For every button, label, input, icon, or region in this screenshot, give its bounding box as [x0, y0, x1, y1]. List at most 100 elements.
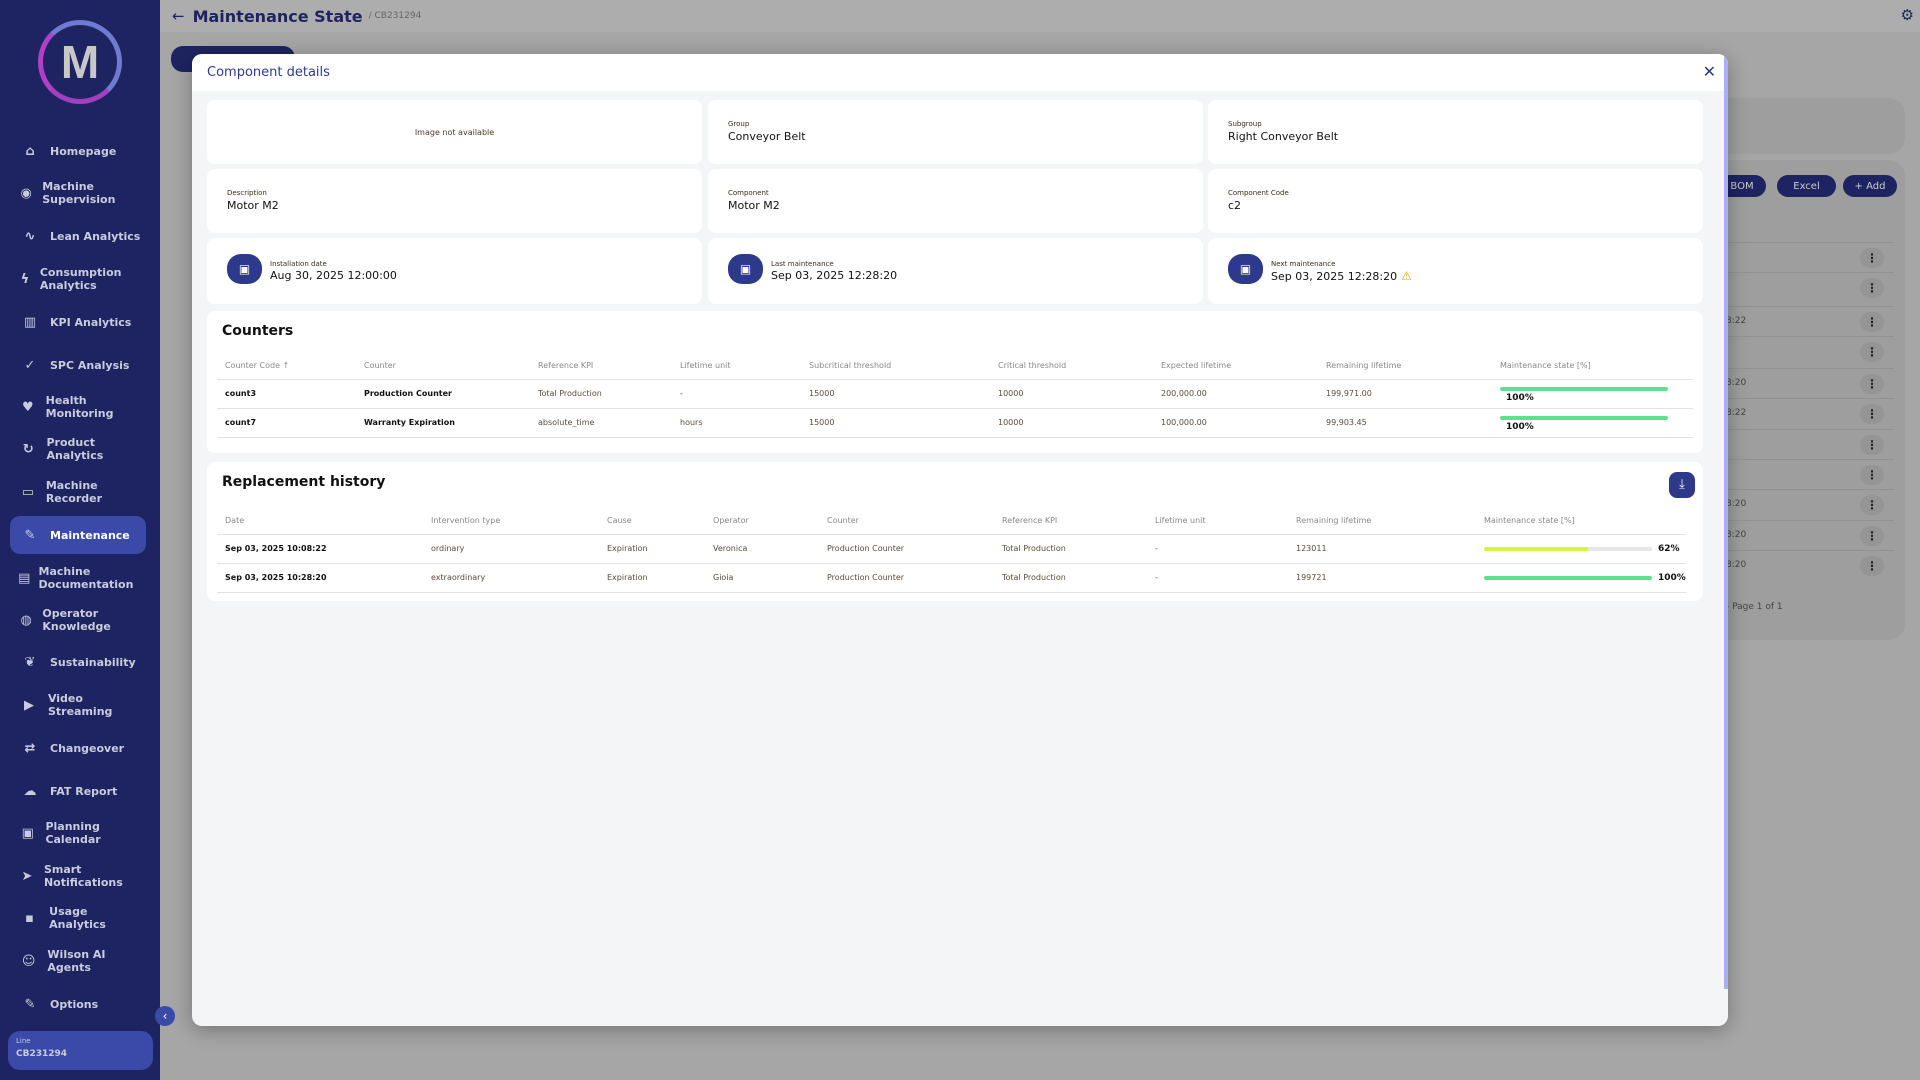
- sidebar-item-kpi-analytics[interactable]: ▥ KPI Analytics: [10, 303, 146, 341]
- column-header[interactable]: Lifetime unit: [672, 353, 801, 380]
- cell-counter: Production Counter: [356, 379, 530, 409]
- sidebar-item-consumption-analytics[interactable]: ϟ Consumption Analytics: [10, 260, 146, 298]
- history-title: Replacement history: [222, 474, 386, 490]
- sidebar-item-homepage[interactable]: ⌂ Homepage: [10, 132, 146, 170]
- column-header[interactable]: Counter Code ↑: [217, 353, 356, 380]
- cell-unit: hours: [672, 408, 801, 438]
- back-arrow-icon[interactable]: ←: [172, 7, 185, 25]
- row-time: 8:22: [1726, 316, 1747, 326]
- column-header[interactable]: Intervention type: [423, 508, 599, 535]
- sidebar-item-machine-documentation[interactable]: ▤ Machine Documentation: [10, 559, 146, 597]
- row-menu-button[interactable]: ⋮: [1860, 556, 1884, 576]
- sidebar-item-label: Options: [50, 997, 99, 1011]
- page-title: Maintenance State: [192, 6, 363, 26]
- wrench-icon: ✎: [24, 527, 36, 543]
- column-header[interactable]: Cause: [599, 508, 705, 535]
- table-row[interactable]: Sep 03, 2025 10:08:22 ordinary Expiration V…: [217, 534, 1686, 564]
- cell-kpi: Total Production: [530, 379, 672, 409]
- table-row[interactable]: count3 Production Counter Total Production…: [217, 379, 1693, 409]
- trend-icon: ∿: [24, 228, 36, 244]
- sidebar-item-label: Changeover: [50, 741, 125, 755]
- sidebar-item-usage-analytics[interactable]: ▪ Usage Analytics: [10, 899, 146, 937]
- history-table: Date Intervention type Cause Operator Counte…: [217, 508, 1686, 593]
- sidebar-item-video-streaming[interactable]: ▶ Video Streaming: [10, 686, 146, 724]
- add-button[interactable]: + Add: [1843, 175, 1897, 197]
- column-header[interactable]: Counter: [356, 353, 530, 380]
- column-header[interactable]: Remaining lifetime: [1318, 353, 1492, 380]
- column-header[interactable]: Subcritical threshold: [801, 353, 990, 380]
- recorder-icon: ▭: [21, 484, 35, 500]
- subgroup-card: Subgroup Right Conveyor Belt: [1208, 100, 1703, 164]
- excel-button[interactable]: Excel: [1777, 175, 1836, 197]
- page-subtitle: / CB231294: [368, 11, 422, 21]
- gear-icon[interactable]: ⚙: [1900, 6, 1914, 24]
- sidebar-item-label: Wilson AI Agents: [47, 948, 106, 974]
- column-header[interactable]: Operator: [705, 508, 819, 535]
- column-header[interactable]: Date: [217, 508, 423, 535]
- column-header[interactable]: Remaining lifetime: [1288, 508, 1476, 535]
- bolt-icon: ϟ: [20, 271, 30, 287]
- column-header[interactable]: Maintenance state [%]: [1492, 353, 1693, 380]
- sidebar-item-label: SPC Analysis: [50, 358, 130, 372]
- row-menu-button[interactable]: ⋮: [1860, 248, 1884, 268]
- sidebar: M ⌂ Homepage ◉ Machine Supervision ∿ Lean Ana…: [0, 0, 175, 1080]
- row-menu-button[interactable]: ⋮: [1860, 278, 1884, 298]
- group-card: Group Conveyor Belt: [708, 100, 1203, 164]
- sidebar-item-machine-recorder[interactable]: ▭ Machine Recorder: [10, 473, 146, 511]
- sidebar-item-lean-analytics[interactable]: ∿ Lean Analytics: [10, 217, 146, 255]
- cloud-upload-icon: ☁: [23, 783, 37, 799]
- sidebar-item-sustainability[interactable]: ❦ Sustainability: [10, 643, 146, 681]
- sidebar-item-maintenance[interactable]: ✎ Maintenance: [10, 516, 146, 554]
- cell-remaining: 99,903.45: [1318, 408, 1492, 438]
- close-icon[interactable]: ✕: [1702, 62, 1716, 81]
- sidebar-item-health-monitoring[interactable]: ♥ Health Monitoring: [10, 388, 146, 426]
- modal-title: Component details: [207, 65, 330, 80]
- bom-button[interactable]: BOM: [1718, 175, 1766, 197]
- warning-icon: ⚠: [1401, 269, 1412, 283]
- sidebar-item-changeover[interactable]: ⇄ Changeover: [10, 729, 146, 767]
- column-header[interactable]: Critical threshold: [990, 353, 1153, 380]
- sidebar-item-label: Sustainability: [50, 655, 136, 669]
- cell-counter: Production Counter: [819, 534, 994, 564]
- modal-scrollbar[interactable]: [1724, 54, 1728, 989]
- sidebar-item-product-analytics[interactable]: ↻ Product Analytics: [10, 430, 146, 468]
- pagination-label: - Page 1 of 1: [1726, 602, 1783, 612]
- sidebar-item-label: Video Streaming: [47, 692, 113, 718]
- calendar-icon: ▣: [1228, 254, 1263, 284]
- sidebar-item-options[interactable]: ✎ Options: [10, 985, 146, 1023]
- row-menu-button[interactable]: ⋮: [1860, 404, 1884, 424]
- row-menu-button[interactable]: ⋮: [1860, 435, 1884, 455]
- collapse-sidebar-button[interactable]: ‹: [155, 1006, 175, 1026]
- row-menu-button[interactable]: ⋮: [1860, 465, 1884, 485]
- row-menu-button[interactable]: ⋮: [1860, 495, 1884, 515]
- sidebar-item-label: Machine Documentation: [38, 565, 134, 591]
- download-button[interactable]: ⤓: [1669, 472, 1695, 498]
- sidebar-item-machine-supervision[interactable]: ◉ Machine Supervision: [10, 174, 146, 212]
- column-header[interactable]: Reference KPI: [994, 508, 1147, 535]
- column-header[interactable]: Maintenance state [%]: [1476, 508, 1686, 535]
- sidebar-item-operator-knowledge[interactable]: ◍ Operator Knowledge: [10, 601, 146, 639]
- table-row[interactable]: count7 Warranty Expiration absolute_time ho…: [217, 408, 1693, 438]
- sidebar-item-wilson-ai-agents[interactable]: ☺ Wilson AI Agents: [10, 942, 146, 980]
- cell-remaining: 199,971.00: [1318, 379, 1492, 409]
- column-header[interactable]: Reference KPI: [530, 353, 672, 380]
- maintenance-state-bar: [1500, 386, 1668, 391]
- cell-subcritical: 15000: [801, 379, 990, 409]
- maintenance-state-bar: [1484, 575, 1652, 580]
- column-header[interactable]: Lifetime unit: [1147, 508, 1288, 535]
- play-icon: ▶: [23, 697, 34, 713]
- table-row[interactable]: Sep 03, 2025 10:28:20 extraordinary Expira…: [217, 563, 1686, 593]
- bar-chart-icon: ▥: [23, 314, 37, 330]
- row-menu-button[interactable]: ⋮: [1860, 312, 1884, 332]
- row-menu-button[interactable]: ⋮: [1860, 526, 1884, 546]
- sidebar-item-label: Product Analytics: [46, 436, 104, 462]
- column-header[interactable]: Expected lifetime: [1153, 353, 1318, 380]
- sidebar-item-spc-analysis[interactable]: ✓ SPC Analysis: [10, 346, 146, 384]
- row-menu-button[interactable]: ⋮: [1860, 342, 1884, 362]
- row-menu-button[interactable]: ⋮: [1860, 374, 1884, 394]
- column-header[interactable]: Counter: [819, 508, 994, 535]
- sidebar-item-fat-report[interactable]: ☁ FAT Report: [10, 772, 146, 810]
- sidebar-item-smart-notifications[interactable]: ➤ Smart Notifications: [10, 857, 146, 895]
- sidebar-item-planning-calendar[interactable]: ▣ Planning Calendar: [10, 814, 146, 852]
- line-selector[interactable]: Line CB231294: [8, 1031, 153, 1070]
